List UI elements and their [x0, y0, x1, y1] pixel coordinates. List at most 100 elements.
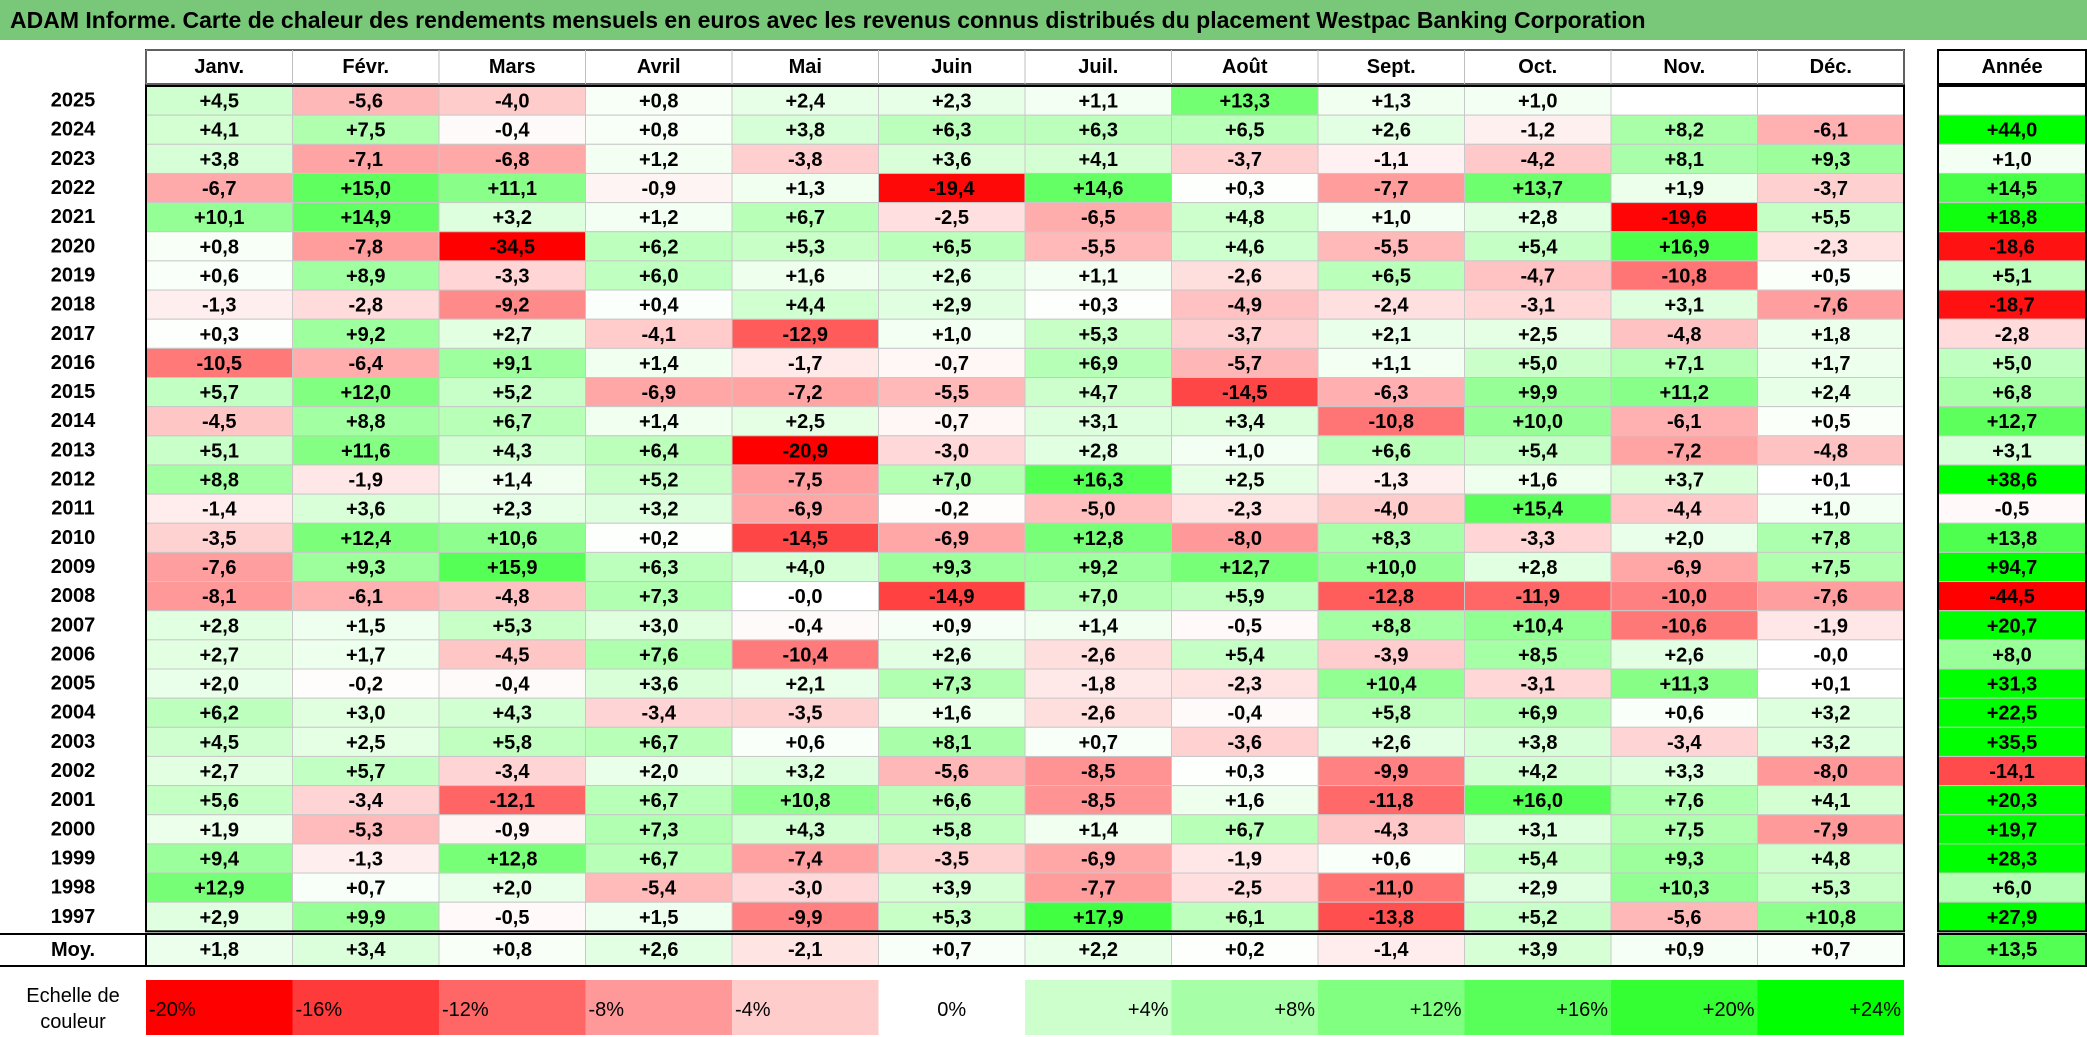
column-header-label: Nov. — [1663, 56, 1705, 78]
heatmap-cell — [878, 668, 1026, 699]
heatmap-cell — [145, 726, 293, 757]
average-cell — [878, 933, 1026, 967]
heatmap-cell-value: -3,8 — [788, 149, 822, 171]
heatmap-cell — [1024, 406, 1172, 437]
heatmap-cell — [1317, 872, 1465, 903]
heatmap-cell — [1610, 697, 1758, 728]
heatmap-cell-value: +6,3 — [1079, 120, 1118, 142]
heatmap-cell-value: -8,5 — [1081, 790, 1115, 812]
column-header-label: Juin — [931, 56, 972, 78]
annual-cell — [1937, 551, 2087, 583]
heatmap-cell — [731, 551, 879, 583]
heatmap-cell — [585, 814, 733, 845]
annual-cell-value: +19,7 — [1987, 819, 2038, 841]
heatmap-cell-value: +0,8 — [639, 120, 678, 142]
heatmap-cell-value: +1,6 — [786, 265, 825, 287]
heatmap-cell — [1317, 493, 1465, 524]
heatmap-cell — [1610, 85, 1758, 116]
heatmap-cell-value: +5,3 — [1079, 324, 1118, 346]
heatmap-cell-value: +10,6 — [487, 528, 538, 550]
color-scale-stop-label: 0% — [937, 999, 966, 1021]
heatmap-cell-value: -0,0 — [1814, 644, 1848, 666]
heatmap-cell-value: +4,3 — [786, 819, 825, 841]
heatmap-cell-value: -3,4 — [642, 703, 677, 725]
heatmap-cell — [145, 85, 293, 116]
annual-cell — [1937, 260, 2087, 291]
heatmap-cell-value: +3,2 — [1811, 732, 1850, 754]
heatmap-cell-value: +0,1 — [1811, 674, 1850, 696]
heatmap-cell-value: -0,4 — [495, 674, 530, 696]
heatmap-cell — [878, 872, 1026, 903]
heatmap-cell-value: -7,6 — [1814, 295, 1848, 317]
heatmap-cell-value: -0,7 — [935, 353, 969, 375]
heatmap-cell — [1024, 697, 1172, 728]
heatmap-cell-value: -10,4 — [782, 644, 828, 666]
average-cell-value: +1,8 — [200, 939, 239, 961]
row-year-label: 2010 — [51, 527, 96, 549]
annual-cell-value: +22,5 — [1987, 703, 2038, 725]
heatmap-cell — [585, 114, 733, 145]
heatmap-cell-value: -1,3 — [202, 295, 236, 317]
heatmap-cell-value: -0,2 — [935, 499, 969, 521]
heatmap-cell-value: -0,5 — [1228, 615, 1262, 637]
heatmap-cell — [1317, 318, 1465, 349]
heatmap-cell-value: -5,7 — [1228, 353, 1262, 375]
heatmap-cell-value: +5,4 — [1225, 644, 1265, 666]
heatmap-cell-value: -1,7 — [788, 353, 822, 375]
heatmap-cell — [145, 755, 293, 787]
annual-cell — [1937, 726, 2087, 757]
heatmap-cell-value: +3,2 — [1811, 703, 1850, 725]
heatmap-cell — [1317, 202, 1465, 233]
heatmap-cell-value: -6,1 — [1667, 411, 1701, 433]
heatmap-cell-value: +3,2 — [639, 499, 678, 521]
heatmap-cell — [1171, 814, 1319, 845]
row-year-label: 2005 — [51, 673, 96, 695]
heatmap-cell — [1610, 901, 1758, 932]
row-year-label: 2002 — [51, 760, 96, 782]
heatmap-cell — [438, 435, 586, 466]
heatmap-cell — [438, 639, 586, 670]
row-year-label: 2014 — [51, 410, 96, 432]
annual-cell-value: -14,1 — [1989, 761, 2035, 783]
heatmap-cell-value: +5,6 — [200, 790, 239, 812]
average-annual-value: +13,5 — [1987, 939, 2038, 961]
heatmap-cell-value: +10,0 — [1512, 411, 1563, 433]
annual-cell — [1937, 901, 2087, 932]
heatmap-cell — [585, 522, 733, 553]
heatmap-cell-value: -6,1 — [1814, 120, 1848, 142]
heatmap-cell-value: -2,6 — [1081, 644, 1115, 666]
heatmap-cell-value: +6,7 — [1225, 819, 1264, 841]
heatmap-cell-value: -1,3 — [349, 848, 383, 870]
heatmap-cell — [145, 581, 293, 612]
heatmap-cell-value: +0,5 — [1811, 265, 1850, 287]
heatmap-cell-value: -6,7 — [202, 178, 236, 200]
heatmap-cell-value: -6,3 — [1374, 382, 1408, 404]
heatmap-cell — [1610, 639, 1758, 670]
heatmap-cell — [438, 581, 586, 612]
heatmap-cell-value: +3,1 — [1079, 411, 1118, 433]
heatmap-cell-value: +1,0 — [1372, 207, 1411, 229]
column-header-label: Août — [1222, 56, 1268, 78]
heatmap-cell — [292, 143, 440, 174]
row-year-label: 2017 — [51, 323, 96, 345]
row-year-label: 2023 — [51, 148, 96, 170]
heatmap-cell — [1610, 668, 1758, 699]
heatmap-cell-value: -5,5 — [1374, 236, 1408, 258]
heatmap-cell-value: +15,0 — [340, 178, 391, 200]
heatmap-cell-value: -2,5 — [1228, 878, 1262, 900]
heatmap-cell-value: +3,8 — [200, 149, 239, 171]
heatmap-cell — [1757, 522, 1905, 553]
column-header-label: Mars — [489, 56, 536, 78]
heatmap-cell — [438, 347, 586, 379]
annual-cell-value: +27,9 — [1987, 907, 2038, 929]
annual-cell-value: -44,5 — [1989, 586, 2035, 608]
heatmap-cell — [292, 872, 440, 903]
heatmap-cell — [145, 202, 293, 233]
heatmap-cell — [1317, 522, 1465, 553]
heatmap-cell-value: -7,8 — [349, 236, 383, 258]
heatmap-cell-value: +15,9 — [487, 557, 538, 579]
heatmap-cell — [585, 85, 733, 116]
row-year-label: 2004 — [51, 702, 96, 724]
heatmap-cell — [1757, 406, 1905, 437]
heatmap-cell-value: +5,9 — [1225, 586, 1264, 608]
